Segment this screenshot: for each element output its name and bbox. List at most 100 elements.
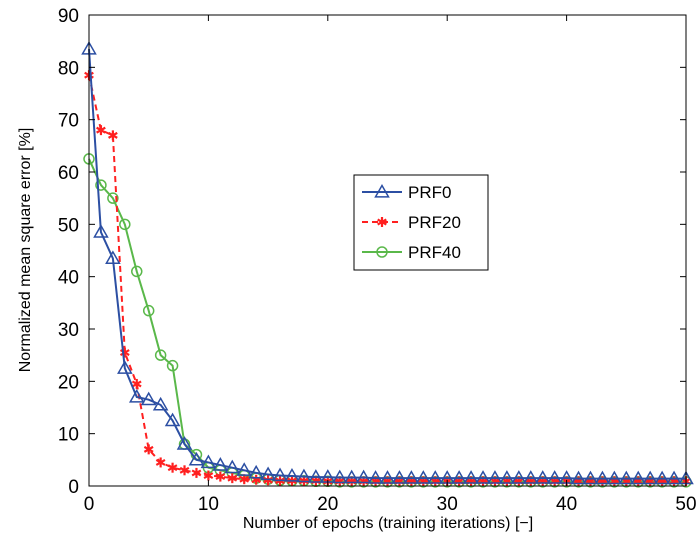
data-point	[203, 470, 214, 481]
data-point	[630, 470, 647, 485]
data-point	[582, 470, 599, 485]
data-point	[331, 469, 348, 484]
data-point	[131, 378, 142, 389]
data-point	[95, 179, 107, 191]
ticks-layer: 0 10 20 30 40 50 0 10 20 30 40 50 60 70 80 90	[58, 6, 697, 515]
data-point	[128, 389, 145, 403]
data-point	[415, 470, 432, 484]
data-point	[654, 470, 670, 485]
data-point	[212, 457, 229, 471]
legend-label: PRF40	[408, 243, 461, 262]
y-tick-label: 30	[58, 320, 79, 341]
y-tick-label: 70	[58, 111, 79, 132]
data-point	[248, 464, 264, 479]
y-axis-title: Normalized mean square error [%]	[17, 128, 34, 373]
x-tick-label: 10	[198, 494, 219, 515]
data-point	[191, 467, 202, 478]
data-point	[155, 457, 166, 468]
data-point	[105, 250, 121, 264]
data-point	[522, 470, 539, 484]
data-point	[499, 470, 515, 484]
legend-label: PRF0	[408, 183, 451, 202]
data-point	[176, 436, 193, 450]
plot-frame	[88, 14, 687, 487]
data-point	[140, 391, 157, 406]
data-point	[167, 462, 178, 473]
data-point	[463, 470, 479, 484]
data-point	[511, 470, 527, 484]
legend-item-prf0: PRF0	[362, 183, 451, 202]
y-tick-label: 90	[58, 6, 79, 27]
data-point	[143, 444, 154, 455]
data-point	[296, 468, 312, 483]
data-point	[117, 360, 133, 374]
data-point	[224, 459, 241, 474]
data-point	[343, 469, 360, 484]
x-tick-label: 30	[437, 494, 458, 515]
data-point	[570, 470, 587, 485]
series-prf20	[84, 70, 691, 487]
y-tick-label: 60	[58, 163, 79, 184]
data-point	[166, 359, 179, 372]
data-point	[179, 465, 190, 476]
data-point	[131, 265, 143, 278]
x-tick-label: 20	[317, 494, 338, 515]
data-point	[487, 470, 503, 484]
data-point	[379, 470, 396, 484]
data-point	[215, 471, 226, 482]
data-point	[93, 224, 109, 238]
data-point	[272, 467, 288, 482]
data-point	[152, 396, 169, 411]
data-point	[666, 470, 682, 485]
data-point	[546, 470, 563, 484]
x-tick-label: 50	[675, 494, 696, 515]
data-point	[403, 470, 420, 484]
data-point	[534, 470, 551, 484]
y-tick-label: 10	[58, 425, 79, 446]
data-point	[606, 470, 623, 485]
data-point	[475, 470, 491, 484]
data-point	[367, 470, 384, 484]
data-point	[642, 470, 658, 485]
data-point	[260, 466, 276, 481]
legend-items: PRF0 PRF20 PRF40	[362, 183, 461, 262]
x-tick-label: 40	[556, 494, 577, 515]
data-point	[227, 473, 238, 484]
legend-marker	[376, 246, 388, 258]
y-tick-label: 50	[58, 215, 79, 236]
y-tick-label: 20	[58, 372, 79, 393]
series-layer	[81, 41, 694, 488]
data-point	[96, 125, 106, 136]
legend-marker	[377, 217, 387, 227]
series-line	[88, 74, 686, 483]
data-point	[284, 468, 300, 482]
data-point	[427, 470, 444, 484]
legend-item-prf40: PRF40	[362, 243, 461, 262]
data-point	[236, 462, 253, 476]
y-tick-label: 40	[58, 268, 79, 289]
data-point	[594, 470, 611, 485]
x-tick-label: 0	[84, 494, 95, 515]
data-point	[451, 470, 467, 484]
data-point	[308, 469, 324, 483]
data-point	[107, 192, 119, 204]
legend-item-prf20: PRF20	[362, 213, 461, 232]
data-point	[355, 469, 372, 484]
data-point	[618, 470, 635, 485]
data-point	[200, 454, 217, 469]
legend-label: PRF20	[408, 213, 461, 232]
x-axis-title: Number of epochs (training iterations) […	[243, 515, 533, 532]
data-point	[391, 470, 408, 484]
data-point	[164, 412, 181, 427]
y-tick-label: 0	[68, 477, 79, 498]
data-point	[142, 304, 155, 317]
legend-marker	[374, 183, 390, 198]
y-tick-label: 80	[58, 58, 79, 79]
data-point	[263, 475, 273, 486]
data-point	[188, 451, 205, 466]
data-point	[154, 349, 167, 361]
legend: PRF0 PRF20 PRF40	[353, 174, 489, 271]
data-point	[107, 130, 118, 141]
data-point	[119, 218, 131, 231]
